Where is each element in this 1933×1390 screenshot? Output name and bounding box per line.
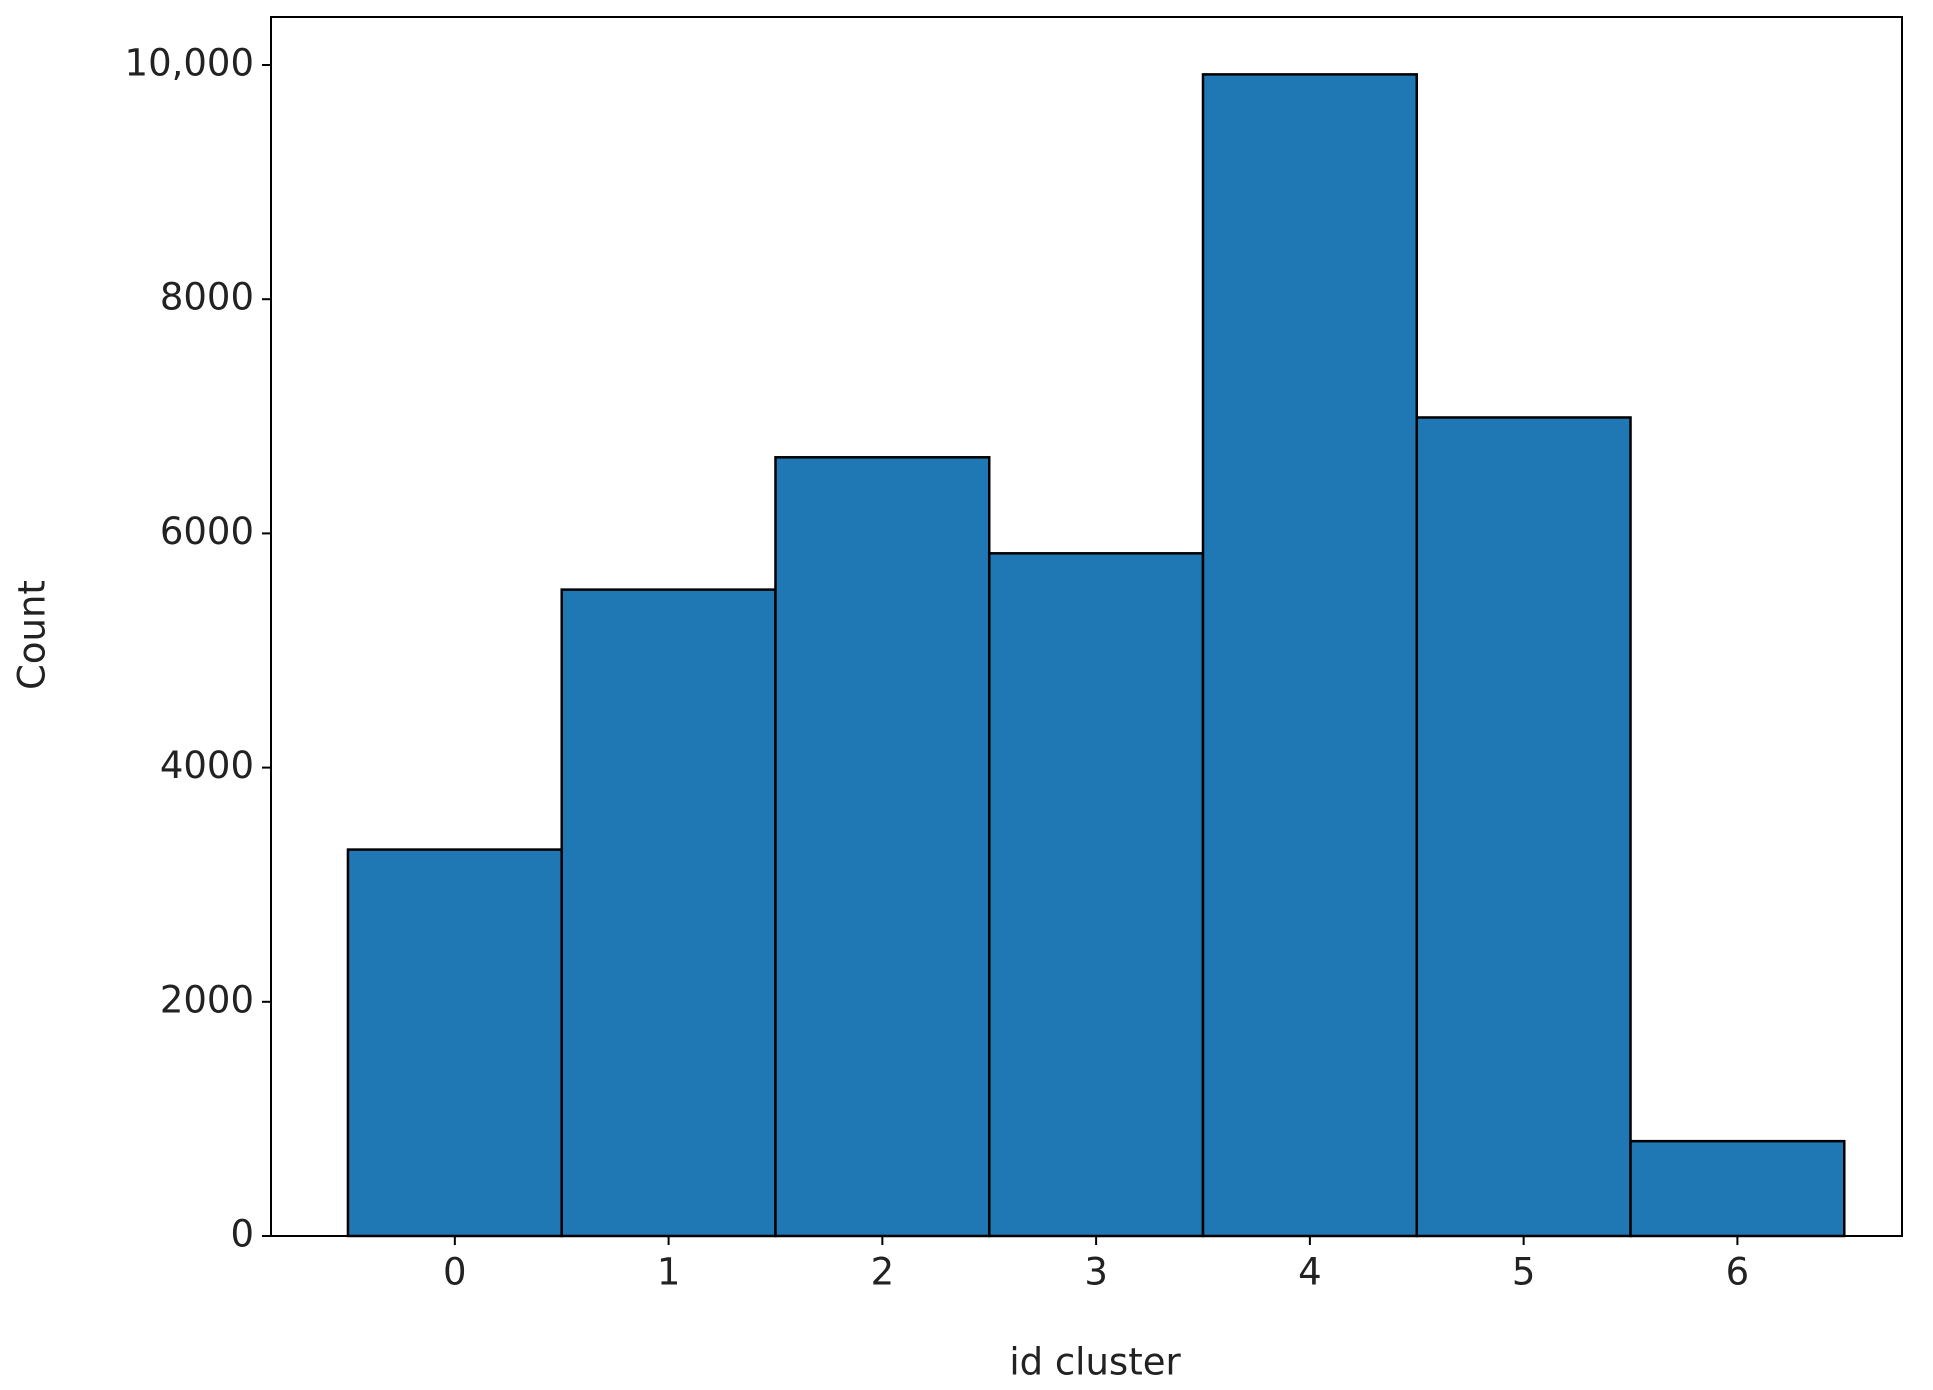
x-tick-label: 2	[871, 1251, 895, 1294]
y-tick-label: 4000	[160, 744, 254, 787]
y-tick-label: 0	[230, 1213, 254, 1256]
bar	[1415, 416, 1632, 1238]
x-tick-label: 0	[443, 1251, 467, 1294]
bar	[346, 848, 563, 1238]
y-axis-label: Count	[11, 580, 54, 690]
bar	[1201, 73, 1419, 1238]
x-tick-label: 4	[1298, 1251, 1322, 1294]
bar	[774, 456, 991, 1238]
x-axis-label: id cluster	[1009, 1341, 1181, 1384]
y-tick-label: 10,000	[125, 42, 254, 85]
y-tick-label: 2000	[160, 978, 254, 1021]
bar	[1629, 1139, 1846, 1238]
y-tick-label: 8000	[160, 276, 254, 319]
bar	[987, 552, 1205, 1238]
x-tick-label: 1	[657, 1251, 681, 1294]
x-tick-label: 6	[1726, 1251, 1750, 1294]
bar	[560, 588, 777, 1238]
plot-frame	[270, 16, 1903, 1237]
y-tick-label: 6000	[160, 510, 254, 553]
x-tick-label: 3	[1084, 1251, 1108, 1294]
x-tick-label: 5	[1512, 1251, 1536, 1294]
